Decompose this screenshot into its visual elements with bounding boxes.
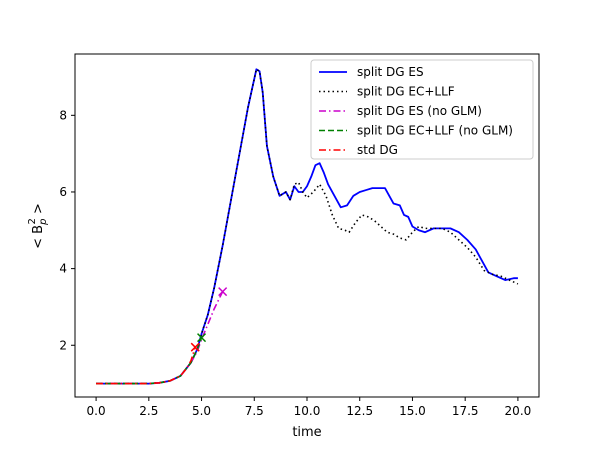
legend-label-1: split DG EC+LLF bbox=[357, 85, 455, 99]
x-tick-label: 10.0 bbox=[294, 404, 321, 418]
x-tick-label: 5.0 bbox=[192, 404, 211, 418]
series-line-1 bbox=[96, 68, 519, 385]
x-tick-label: 17.5 bbox=[452, 404, 479, 418]
series-end-marker-2 bbox=[218, 287, 228, 297]
marker-layer bbox=[190, 287, 228, 352]
legend-label-3: split DG EC+LLF (no GLM) bbox=[357, 124, 513, 138]
y-axis-ticks: 2 4 6 8 bbox=[59, 108, 75, 352]
legend-label-0: split DG ES bbox=[357, 65, 424, 79]
y-tick-label: 2 bbox=[59, 338, 67, 352]
y-tick-label: 6 bbox=[59, 185, 67, 199]
legend-frame bbox=[310, 59, 534, 160]
x-tick-label: 12.5 bbox=[346, 404, 373, 418]
legend-label-4: std DG bbox=[357, 143, 398, 157]
x-tick-label: 20.0 bbox=[505, 404, 532, 418]
series-end-marker-4 bbox=[190, 342, 200, 352]
y-tick-label: 4 bbox=[59, 262, 67, 276]
y-tick-label: 8 bbox=[59, 108, 67, 122]
x-tick-label: 7.5 bbox=[245, 404, 264, 418]
x-axis-ticks: 0.0 2.5 5.0 7.5 10.0 12.5 15.0 17.5 20.0 bbox=[87, 397, 532, 418]
x-tick-label: 15.0 bbox=[399, 404, 426, 418]
y-axis-label: < Bp2 > bbox=[27, 203, 49, 249]
x-tick-label: 2.5 bbox=[139, 404, 158, 418]
series-line-4 bbox=[96, 346, 196, 385]
x-axis-label: time bbox=[292, 425, 321, 440]
legend-label-2: split DG ES (no GLM) bbox=[357, 104, 482, 118]
series-end-marker-3 bbox=[197, 333, 207, 343]
x-tick-label: 0.0 bbox=[87, 404, 106, 418]
legend: split DG ES split DG EC+LLF split DG ES (n… bbox=[310, 59, 534, 160]
series-layer bbox=[96, 68, 519, 385]
